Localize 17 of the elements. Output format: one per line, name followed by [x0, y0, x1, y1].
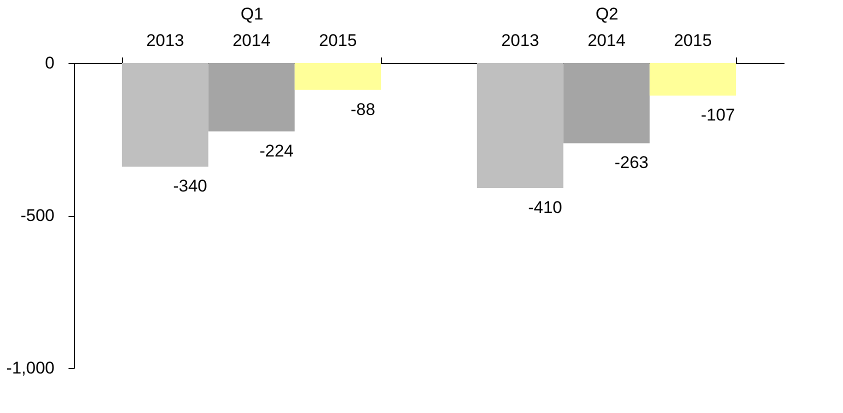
y-tick-label: -1,000 [6, 358, 54, 378]
data-label: -263 [614, 153, 649, 172]
y-tick-label: -500 [20, 206, 54, 225]
series-label: 2014 [232, 31, 270, 50]
series-label: 2015 [318, 31, 357, 50]
data-label: -107 [700, 106, 735, 125]
y-tick-label: 0 [45, 54, 54, 72]
x-tick-label: Q1 [240, 4, 264, 24]
x-tick-label: Q2 [596, 4, 618, 24]
data-label: -340 [173, 176, 208, 196]
data-label: -88 [350, 100, 376, 119]
data-label: -224 [259, 141, 294, 160]
text: 2015 [674, 31, 712, 50]
text: 2013 [501, 31, 540, 50]
series-label: 2013 [146, 31, 184, 50]
data-label: -410 [528, 198, 562, 218]
text: 2014 [588, 31, 626, 50]
